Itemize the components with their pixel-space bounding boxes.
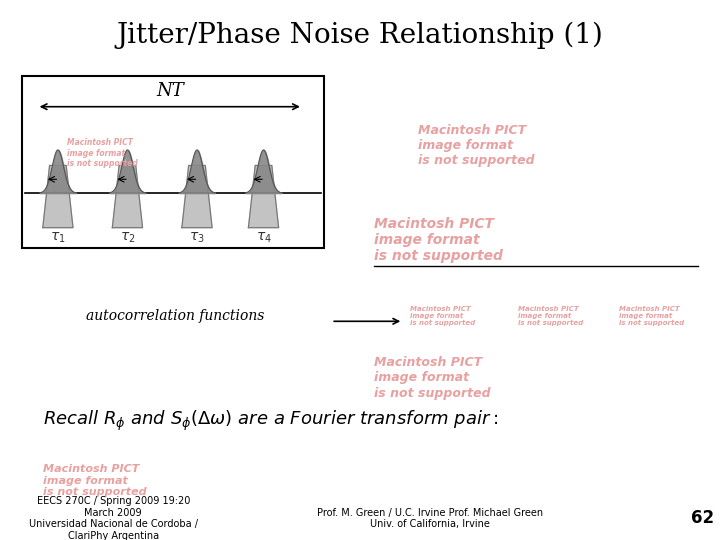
Text: Macintosh PICT
image format
is not supported: Macintosh PICT image format is not suppo… bbox=[410, 306, 475, 326]
Text: Jitter/Phase Noise Relationship (1): Jitter/Phase Noise Relationship (1) bbox=[117, 22, 603, 49]
Text: $\tau_{1}$: $\tau_{1}$ bbox=[50, 231, 66, 245]
Polygon shape bbox=[248, 165, 279, 228]
Text: Macintosh PICT
image format
is not supported: Macintosh PICT image format is not suppo… bbox=[418, 124, 534, 167]
Polygon shape bbox=[42, 165, 73, 228]
Text: $\tau_{4}$: $\tau_{4}$ bbox=[256, 231, 271, 245]
Text: $\tau_{3}$: $\tau_{3}$ bbox=[189, 231, 205, 245]
Text: $Recall\ R_\phi\ and\ S_\phi(\Delta\omega)\ are\ a\ Fourier\ transform\ pair:$: $Recall\ R_\phi\ and\ S_\phi(\Delta\omeg… bbox=[43, 409, 498, 433]
Polygon shape bbox=[112, 165, 143, 228]
Text: autocorrelation functions: autocorrelation functions bbox=[86, 309, 265, 323]
Text: EECS 270C / Spring 2009 19:20
March 2009
Universidad Nacional de Cordoba /
Clari: EECS 270C / Spring 2009 19:20 March 2009… bbox=[29, 496, 198, 540]
Text: Prof. M. Green / U.C. Irvine Prof. Michael Green
Univ. of California, Irvine: Prof. M. Green / U.C. Irvine Prof. Micha… bbox=[317, 508, 543, 529]
Text: Macintosh PICT
image format
is not supported: Macintosh PICT image format is not suppo… bbox=[67, 138, 138, 168]
Text: 62: 62 bbox=[691, 509, 714, 528]
Text: Macintosh PICT
image format
is not supported: Macintosh PICT image format is not suppo… bbox=[374, 217, 503, 264]
Polygon shape bbox=[182, 165, 212, 228]
Text: $\tau_{2}$: $\tau_{2}$ bbox=[120, 231, 135, 245]
Text: Macintosh PICT
image format
is not supported: Macintosh PICT image format is not suppo… bbox=[619, 306, 684, 326]
Text: Macintosh PICT
image format
is not supported: Macintosh PICT image format is not suppo… bbox=[518, 306, 583, 326]
Text: Macintosh PICT
image format
is not supported: Macintosh PICT image format is not suppo… bbox=[43, 464, 147, 497]
FancyBboxPatch shape bbox=[22, 76, 324, 248]
Text: NT: NT bbox=[156, 82, 184, 100]
Text: Macintosh PICT
image format
is not supported: Macintosh PICT image format is not suppo… bbox=[374, 356, 491, 400]
